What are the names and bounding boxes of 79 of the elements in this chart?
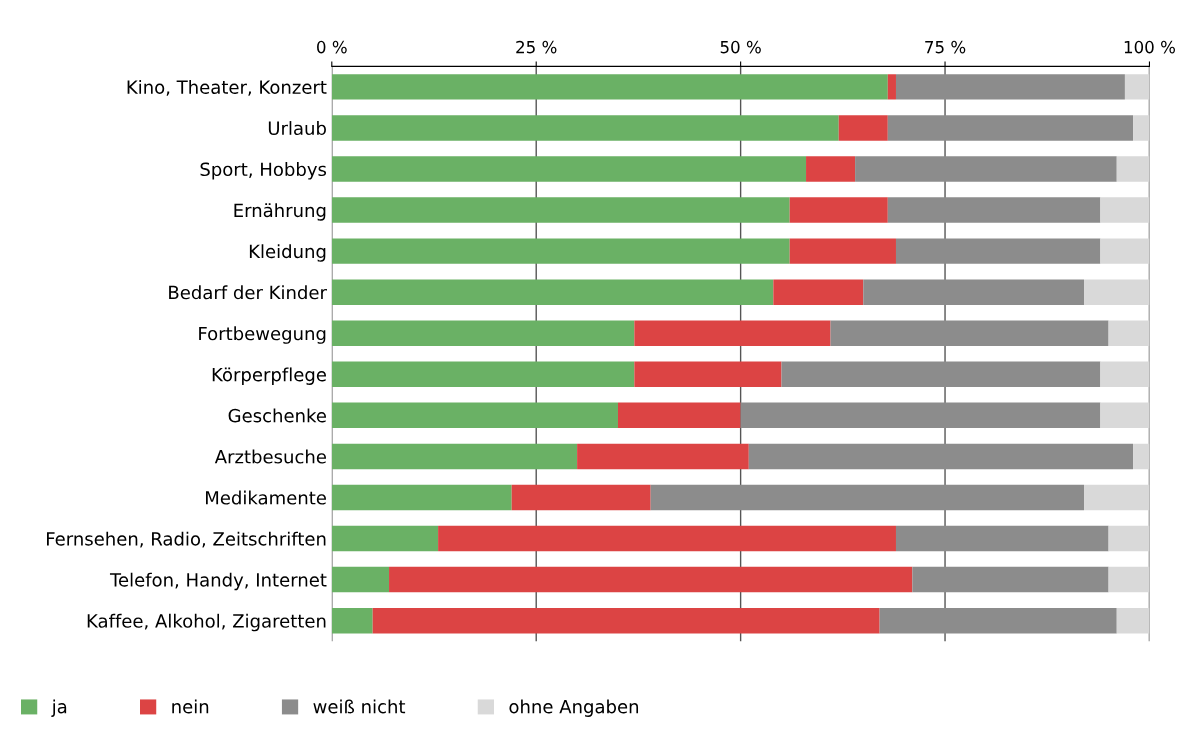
bar [617, 402, 741, 429]
bar [331, 607, 373, 634]
bar [1133, 443, 1150, 470]
bar [331, 320, 635, 346]
bar [863, 279, 1085, 305]
y-tick-label: Fortbewegung [199, 326, 326, 344]
bar [331, 115, 839, 141]
bar [1100, 238, 1150, 264]
bar [331, 238, 790, 264]
bar [634, 320, 831, 346]
bar [887, 74, 896, 100]
bar [895, 238, 1101, 264]
bar [1100, 402, 1150, 429]
x-tick-label: 100 % [1124, 40, 1175, 54]
bar [740, 402, 1101, 429]
bar [1108, 320, 1150, 346]
y-tick-label: Telefon, Handy, Internet [109, 572, 327, 591]
bar [838, 115, 888, 141]
bar [331, 566, 390, 593]
y-tick-label: Geschenke [228, 408, 326, 423]
bar [331, 361, 635, 388]
y-tick-label: Kaffee, Alkohol, Zigaretten [87, 613, 326, 632]
y-tick-label: Bedarf der Kinder [169, 285, 327, 300]
y-tick-label: Arztbesuche [214, 449, 326, 464]
bar [887, 115, 1134, 141]
bar [1084, 279, 1150, 305]
bar [879, 607, 1117, 634]
x-tick-label: 0 % [317, 40, 347, 54]
bar [331, 525, 439, 552]
bar [511, 484, 651, 511]
bar [650, 484, 1085, 511]
bar [748, 443, 1134, 470]
bar [830, 320, 1109, 346]
bar [1133, 115, 1150, 141]
bar [789, 197, 888, 223]
legend-label: ohne Angaben [509, 699, 639, 717]
bar [577, 443, 749, 470]
bar [895, 74, 1125, 100]
bar [389, 566, 913, 593]
y-tick-label: Sport, Hobbys [200, 162, 327, 180]
y-tick-label: Urlaub [268, 121, 326, 136]
legend-label: ja [51, 699, 67, 717]
bar [887, 197, 1101, 223]
bar [773, 279, 864, 305]
bar [1124, 74, 1150, 100]
bar [331, 443, 578, 470]
x-tick-label: 75 % [925, 40, 966, 54]
bar [1108, 525, 1150, 552]
bar [789, 238, 896, 264]
bar [1100, 361, 1150, 388]
bar [331, 279, 774, 305]
bar [372, 607, 880, 634]
bar [895, 525, 1109, 552]
bar [331, 74, 888, 100]
bar [438, 525, 896, 552]
y-tick-label: Kino, Theater, Konzert [127, 80, 327, 96]
x-tick-label: 25 % [516, 40, 557, 54]
y-tick-label: Körperpflege [212, 367, 326, 385]
bar [1108, 566, 1150, 593]
y-tick-label: Kleidung [249, 244, 326, 262]
y-tick-label: Ernährung [234, 203, 326, 221]
bar [855, 156, 1117, 182]
bar [1116, 156, 1150, 182]
bar [806, 156, 856, 182]
bar [1100, 197, 1150, 223]
bar [634, 361, 782, 388]
bar [331, 484, 512, 511]
bar [1084, 484, 1150, 511]
bar [1116, 607, 1150, 634]
y-tick-label: Medikamente [206, 490, 326, 505]
bar [781, 361, 1101, 388]
bar [331, 156, 807, 182]
bar [331, 197, 790, 223]
y-tick-label: Fernsehen, Radio, Zeitschriften [47, 531, 326, 548]
legend-label: weiß nicht [313, 699, 406, 714]
bar [912, 566, 1109, 593]
legend-label: nein [172, 699, 209, 714]
x-tick-label: 50 % [720, 40, 761, 54]
bar [331, 402, 618, 429]
